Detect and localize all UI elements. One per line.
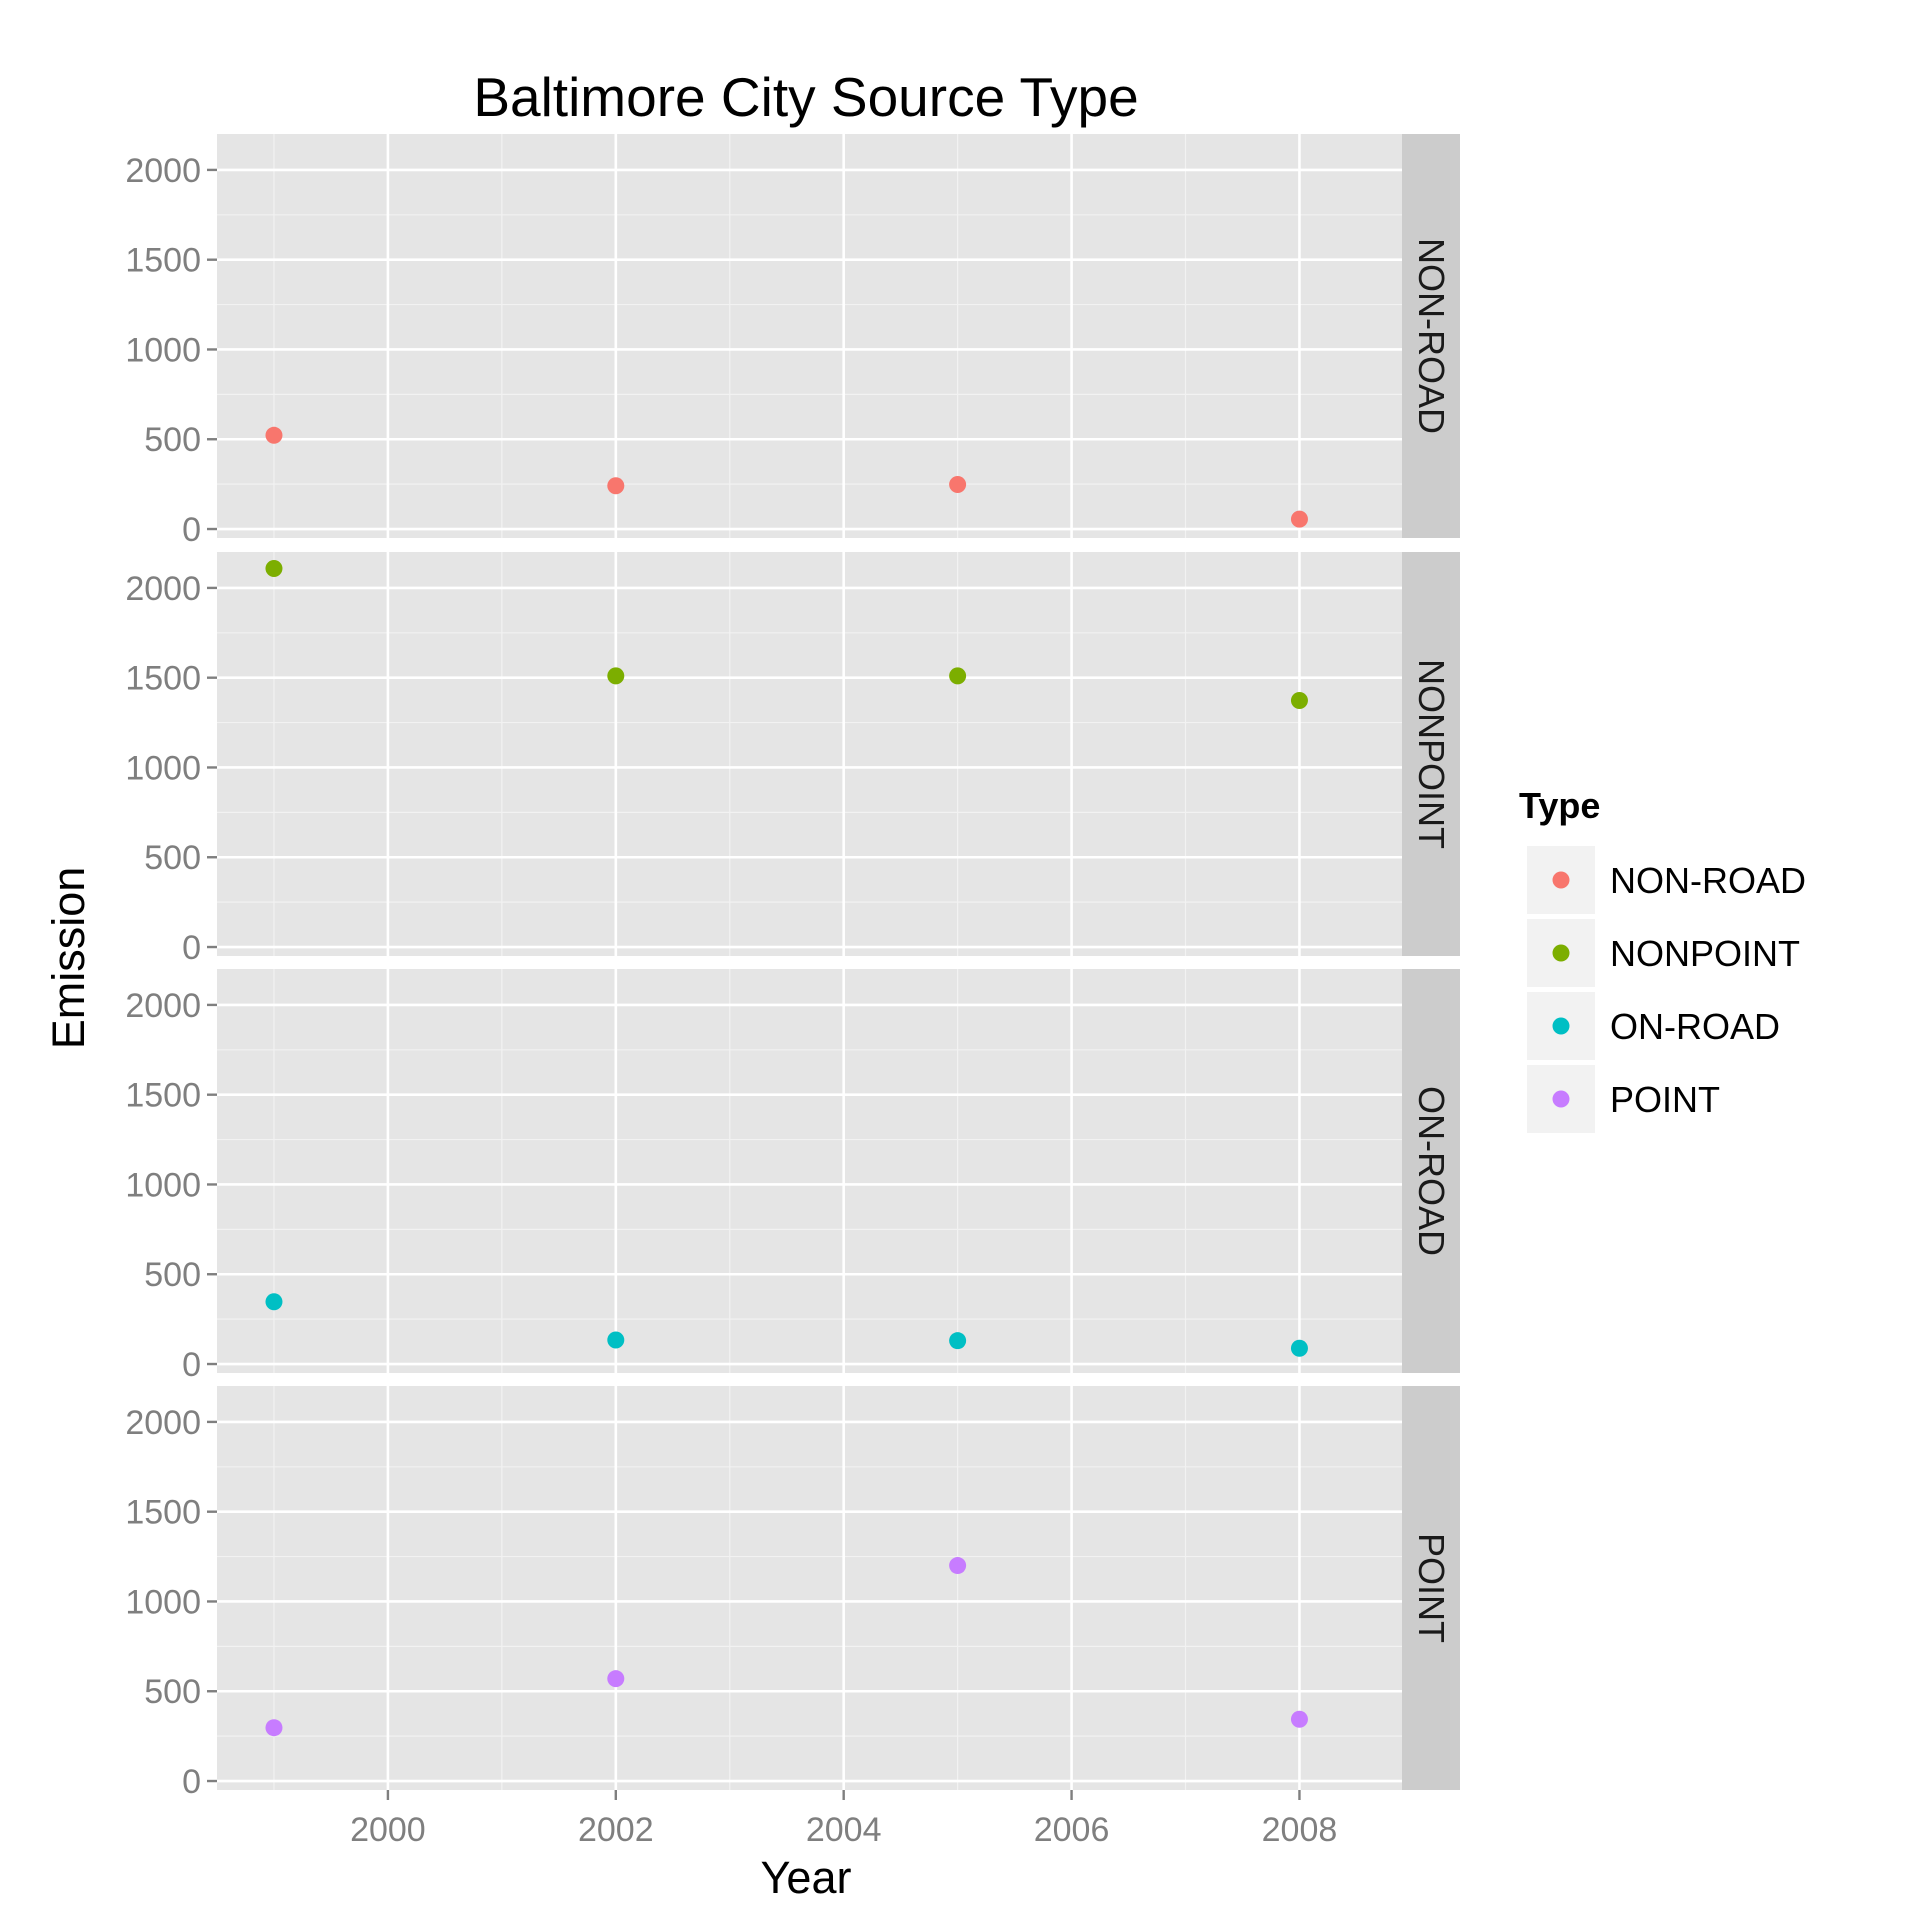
data-point [949, 1332, 967, 1350]
legend-label: NONPOINT [1610, 933, 1800, 974]
legend-marker [1552, 1090, 1570, 1108]
y-axis-title: Emission [43, 867, 94, 1050]
x-tick-label: 2008 [1262, 1811, 1338, 1849]
legend-marker [1552, 871, 1570, 889]
y-tick-label: 0 [182, 511, 201, 549]
y-tick-label: 500 [144, 839, 201, 877]
y-tick-label: 2000 [125, 570, 201, 608]
legend-item: POINT [1525, 1063, 1720, 1135]
facet-panel: 0 500 1000 1500 2000 NONPOINT [125, 552, 1460, 967]
panel-background [217, 1386, 1402, 1790]
data-point [949, 667, 967, 685]
y-tick-label: 0 [182, 1763, 201, 1801]
y-tick-label: 1500 [125, 1494, 201, 1532]
y-tick-label: 500 [144, 421, 201, 459]
x-tick-label: 2004 [806, 1811, 882, 1849]
data-point [265, 560, 283, 578]
legend-items: NON-ROAD NONPOINT ON-ROAD POINT [1525, 844, 1806, 1135]
y-tick-label: 500 [144, 1673, 201, 1711]
facet-strip-label: NONPOINT [1411, 659, 1452, 849]
legend-marker [1552, 944, 1570, 962]
legend: Type NON-ROAD NONPOINT ON-ROAD POINT [1519, 785, 1806, 1135]
y-tick-label: 1000 [125, 1166, 201, 1204]
panel-background [217, 134, 1402, 538]
x-tick-label: 2002 [578, 1811, 654, 1849]
y-tick-label: 1500 [125, 242, 201, 280]
legend-item: NON-ROAD [1525, 844, 1806, 916]
x-axis-title: Year [761, 1852, 852, 1903]
y-tick-label: 1500 [125, 1077, 201, 1115]
legend-marker [1552, 1017, 1570, 1035]
x-axis: 2000 2002 2004 2006 2008 [350, 1790, 1337, 1849]
y-tick-label: 0 [182, 929, 201, 967]
facet-panel: 0 500 1000 1500 2000 NON-ROAD [125, 134, 1460, 549]
panel-background [217, 552, 1402, 956]
panel-background [217, 969, 1402, 1373]
y-tick-label: 1500 [125, 660, 201, 698]
y-tick-label: 2000 [125, 1404, 201, 1442]
data-point [607, 1331, 625, 1349]
facet-panel: 0 500 1000 1500 2000 POINT [125, 1386, 1460, 1801]
data-point [1290, 510, 1308, 528]
data-point [1290, 691, 1308, 709]
y-tick-label: 1000 [125, 749, 201, 787]
legend-item: ON-ROAD [1525, 990, 1780, 1062]
data-point [607, 477, 625, 495]
y-tick-label: 2000 [125, 152, 201, 190]
data-point [265, 426, 283, 444]
y-tick-label: 500 [144, 1256, 201, 1294]
legend-item: NONPOINT [1525, 917, 1800, 989]
data-point [1290, 1339, 1308, 1357]
facet-strip [1402, 552, 1460, 956]
x-tick-label: 2006 [1034, 1811, 1110, 1849]
y-tick-label: 0 [182, 1346, 201, 1384]
data-point [949, 475, 967, 493]
data-point [1290, 1710, 1308, 1728]
data-point [265, 1719, 283, 1737]
data-point [607, 667, 625, 685]
facet-strip-label: POINT [1411, 1533, 1452, 1643]
y-tick-label: 1000 [125, 1583, 201, 1621]
facet-strip-label: NON-ROAD [1411, 238, 1452, 434]
data-point [949, 1557, 967, 1575]
chart-title: Baltimore City Source Type [473, 66, 1138, 128]
facet-strip [1402, 134, 1460, 538]
legend-label: POINT [1610, 1079, 1720, 1120]
legend-label: NON-ROAD [1610, 860, 1806, 901]
facet-strip [1402, 969, 1460, 1373]
data-point [607, 1670, 625, 1688]
facet-strip [1402, 1386, 1460, 1790]
legend-title: Type [1519, 785, 1600, 826]
x-tick-label: 2000 [350, 1811, 426, 1849]
data-point [265, 1293, 283, 1311]
y-tick-label: 1000 [125, 331, 201, 369]
facet-panel: 0 500 1000 1500 2000 ON-ROAD [125, 969, 1460, 1384]
facet-panels: 0 500 1000 1500 2000 NON-ROAD 0 500 1000 1500 2000… [125, 134, 1460, 1801]
legend-label: ON-ROAD [1610, 1006, 1780, 1047]
facet-strip-label: ON-ROAD [1411, 1086, 1452, 1256]
y-tick-label: 2000 [125, 987, 201, 1025]
